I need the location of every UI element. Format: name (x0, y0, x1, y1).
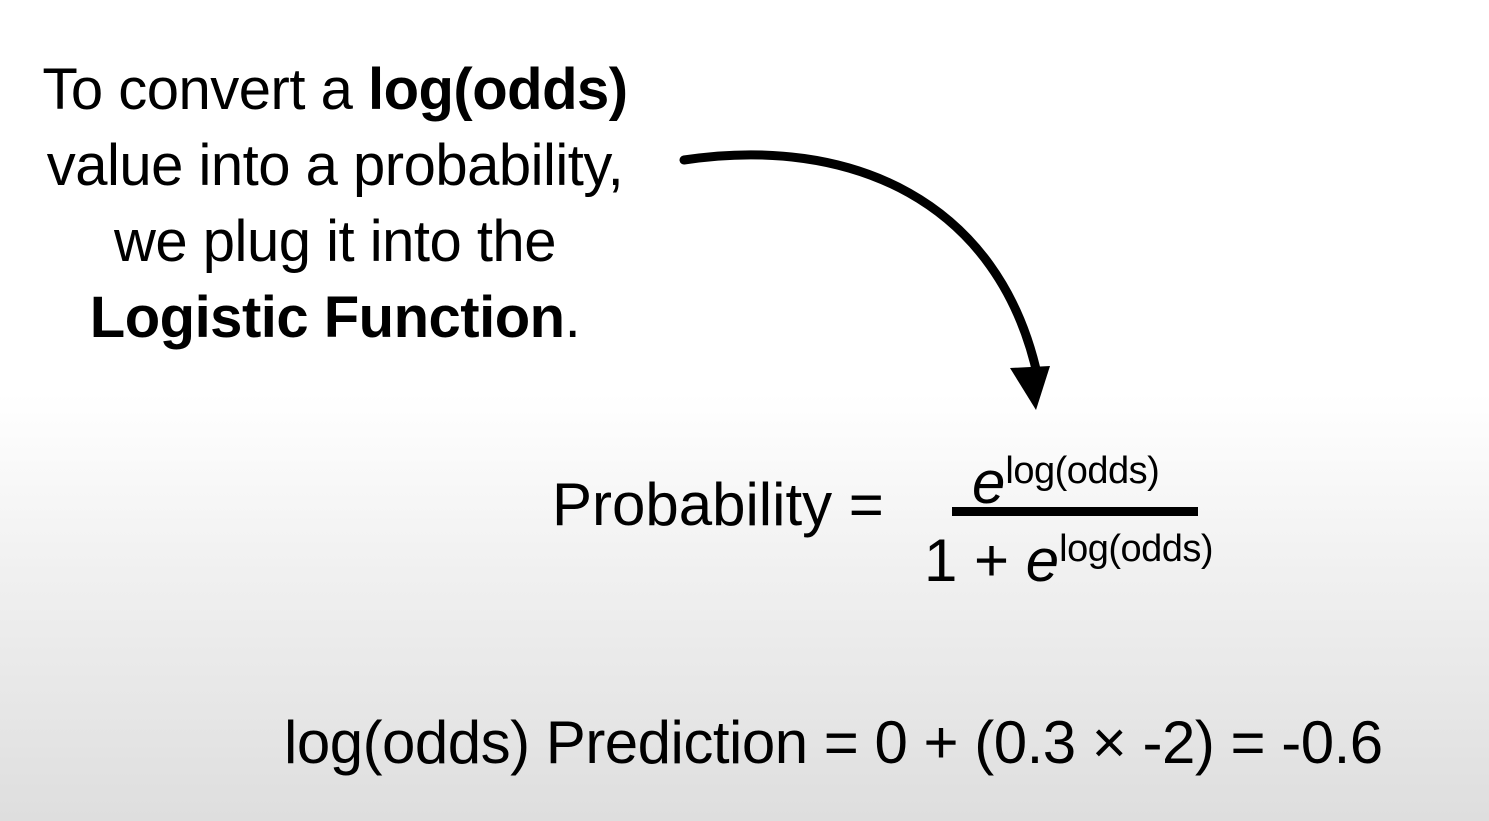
logistic-formula: Probability = elog(odds) 1 + elog(odds) (552, 448, 1272, 594)
arrow-shaft (679, 150, 1043, 383)
numerator-exponent: log(odds) (1005, 450, 1160, 492)
formula-denominator: 1 + elog(odds) (924, 526, 1214, 595)
intro-line-4: Logistic Function. (0, 280, 670, 356)
intro-line-4-suffix: . (564, 285, 581, 350)
denominator-prefix: 1 + (924, 527, 1026, 594)
intro-line-1-prefix: To convert a (42, 57, 368, 122)
arrow-head (1010, 366, 1050, 410)
formula-numerator: elog(odds) (972, 448, 1160, 517)
denominator-exponent: log(odds) (1059, 528, 1214, 570)
prediction-equation: log(odds) Prediction = 0 + (0.3 × -2) = … (284, 709, 1383, 776)
formula-lhs: Probability = (552, 471, 884, 538)
intro-line-1: To convert a log(odds) (0, 52, 670, 128)
intro-line-2: value into a probability, (46, 133, 624, 198)
intro-text: To convert a log(odds) value into a prob… (0, 52, 670, 356)
fraction-bar (952, 507, 1198, 516)
intro-line-4-bold: Logistic Function (89, 285, 565, 350)
numerator-base: e (972, 449, 1006, 516)
intro-line-3: we plug it into the (114, 209, 556, 274)
intro-line-1-bold: log(odds) (367, 57, 628, 122)
denominator-base: e (1025, 527, 1060, 594)
